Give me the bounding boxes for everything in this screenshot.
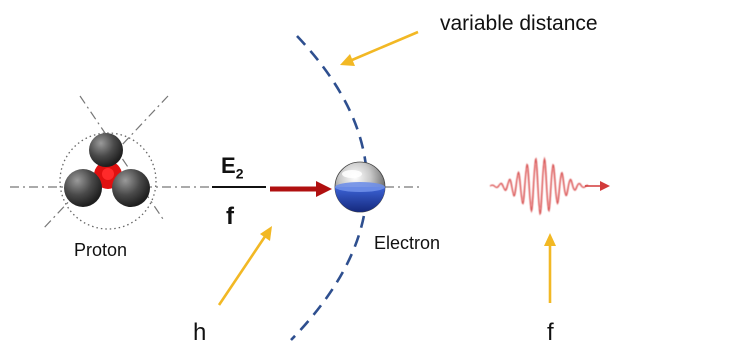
proton-particle (64, 133, 150, 207)
red-arrow-head (316, 181, 332, 197)
pointer-arrow-h (217, 234, 268, 306)
pointer-arrow-to-arc (351, 30, 419, 62)
fraction-numerator: E2 (221, 153, 243, 181)
wave-arrow-head (600, 181, 610, 191)
variable-distance-label: variable distance (440, 12, 598, 35)
proton-orbit-circle (59, 132, 157, 230)
fraction-denominator: f (226, 203, 234, 230)
electron-particle (334, 161, 386, 213)
proton-ball-right (112, 169, 150, 207)
planck-h-label: h (193, 319, 207, 346)
proton-axis-diagonal-1 (79, 95, 166, 223)
pointer-arrow-f-head (544, 233, 556, 246)
fraction-numerator-subscript: 2 (235, 165, 244, 182)
fraction-numerator-symbol: E (221, 153, 236, 178)
proton-ball-left (64, 169, 102, 207)
proton-ball-top (89, 133, 123, 167)
proton-axis-diagonal-2 (41, 95, 169, 231)
frequency-f-label: f (547, 319, 554, 346)
electron-label: Electron (374, 233, 441, 253)
proton-core-highlight (102, 168, 114, 180)
pointer-arrow-h-head (260, 226, 272, 241)
proton-label: Proton (74, 240, 128, 260)
wave-packet (489, 156, 589, 216)
pointer-arrow-to-arc-head (340, 54, 355, 66)
